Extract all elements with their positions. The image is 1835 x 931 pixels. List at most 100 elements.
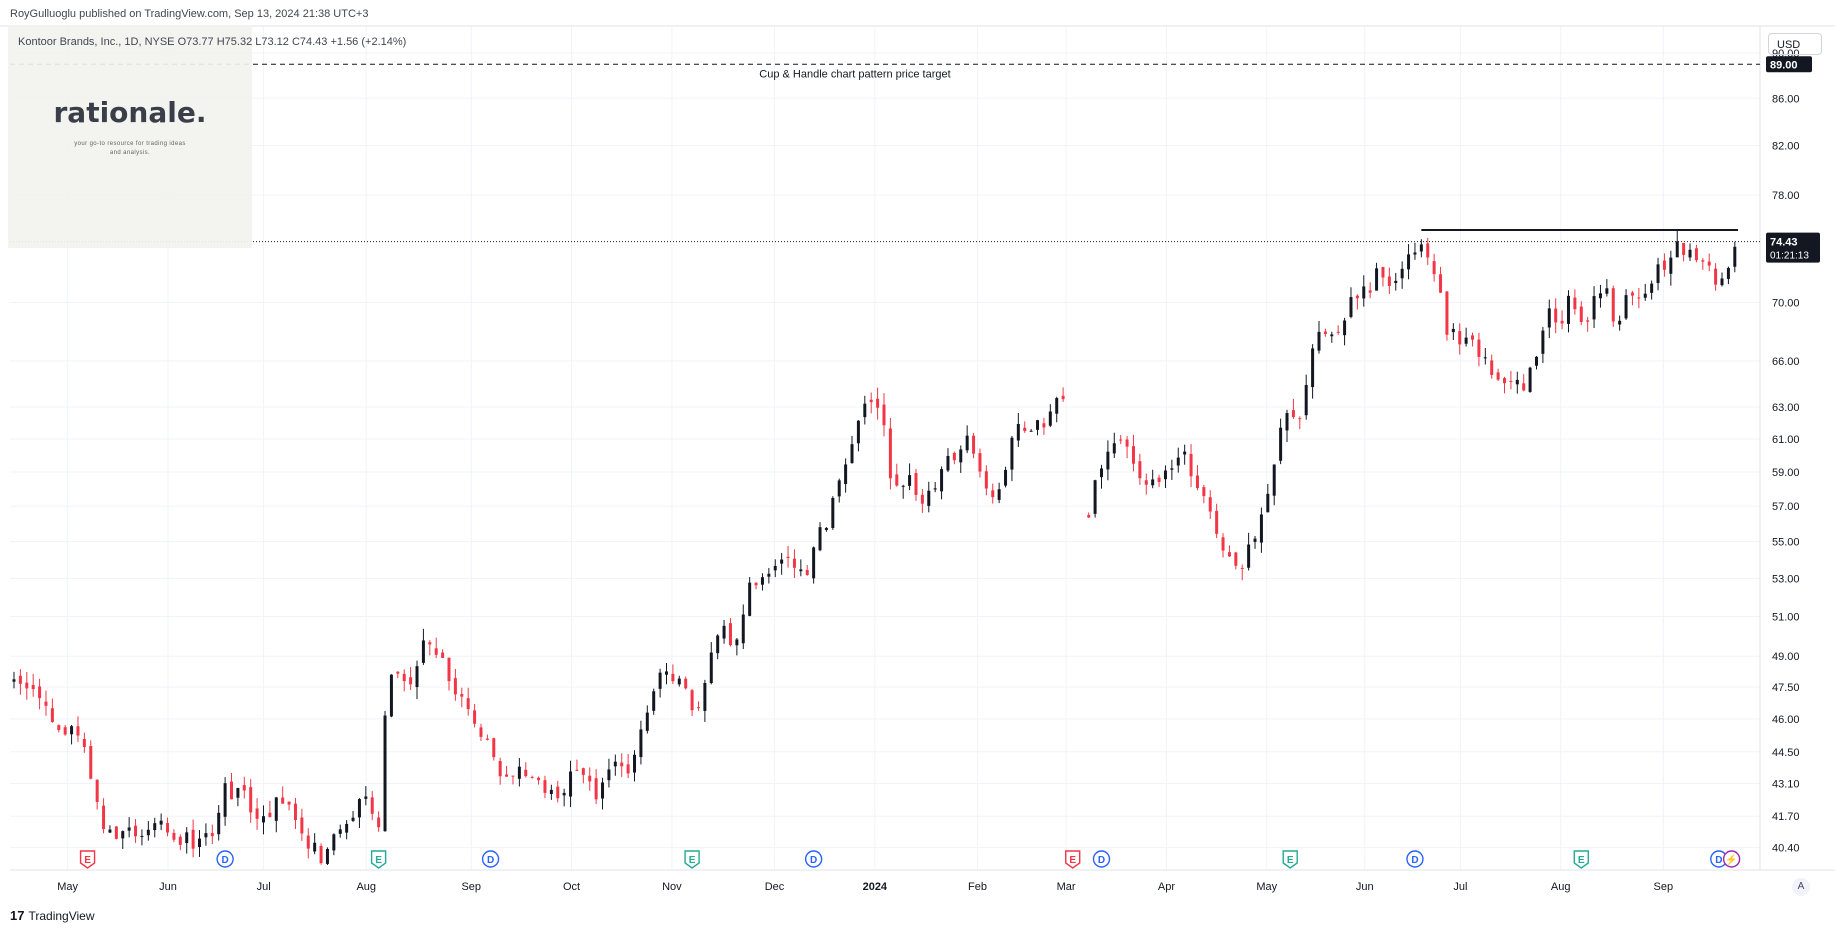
x-tick-label: Oct bbox=[563, 881, 580, 893]
candle-body bbox=[684, 678, 688, 689]
candle-body bbox=[281, 797, 285, 804]
current-price-label-text: 74.43 bbox=[1770, 237, 1798, 249]
candle-body bbox=[287, 801, 291, 805]
dividend-marker: D bbox=[216, 850, 234, 868]
candle bbox=[159, 813, 163, 831]
candle bbox=[1362, 275, 1366, 307]
tradingview-logo[interactable]: 17 TradingView bbox=[10, 908, 95, 923]
candle bbox=[1093, 479, 1097, 518]
candle-body bbox=[562, 792, 566, 796]
y-tick-label: 46.00 bbox=[1772, 714, 1800, 726]
candle-body bbox=[44, 701, 48, 706]
candle-body bbox=[1253, 538, 1257, 542]
candle-body bbox=[421, 640, 425, 663]
currency-button[interactable]: USD bbox=[1768, 33, 1822, 55]
candle bbox=[709, 642, 713, 685]
candle bbox=[818, 522, 822, 552]
candle-body bbox=[1151, 479, 1155, 486]
candle bbox=[441, 649, 445, 659]
y-tick-label: 44.50 bbox=[1772, 747, 1800, 759]
y-tick-label: 47.50 bbox=[1772, 682, 1800, 694]
candle bbox=[1573, 289, 1577, 315]
y-tick-label: 53.00 bbox=[1772, 573, 1800, 585]
candle bbox=[882, 393, 886, 437]
auto-scale-button[interactable]: A bbox=[1792, 878, 1810, 896]
candle-body bbox=[1048, 411, 1052, 426]
x-tick-label: 2024 bbox=[863, 881, 888, 893]
candle bbox=[792, 549, 796, 578]
candle-body bbox=[1272, 464, 1276, 496]
candle-body bbox=[1259, 514, 1263, 543]
candle-body bbox=[1624, 295, 1628, 319]
candle-body bbox=[594, 778, 598, 800]
candle bbox=[421, 628, 425, 665]
candle bbox=[780, 552, 784, 575]
candle-body bbox=[1426, 243, 1430, 258]
candle bbox=[760, 573, 764, 591]
candle bbox=[313, 833, 317, 855]
candle bbox=[728, 618, 732, 647]
candle-body bbox=[1144, 480, 1148, 485]
candle bbox=[31, 673, 35, 697]
candle bbox=[383, 710, 387, 832]
candle-body bbox=[863, 403, 867, 418]
candle-body bbox=[908, 475, 912, 486]
candle-body bbox=[991, 490, 995, 498]
candle bbox=[1733, 241, 1737, 273]
candle-body bbox=[1694, 248, 1698, 261]
candle bbox=[1157, 474, 1161, 488]
candle bbox=[1490, 354, 1494, 379]
candle-body bbox=[1355, 295, 1359, 299]
candle bbox=[473, 703, 477, 728]
candle-body bbox=[773, 566, 777, 571]
candle-body bbox=[434, 648, 438, 655]
candle bbox=[236, 787, 240, 807]
candle bbox=[1701, 258, 1705, 270]
candle bbox=[217, 805, 221, 841]
y-tick-label: 40.40 bbox=[1772, 843, 1800, 855]
x-tick-label: Jun bbox=[1356, 881, 1374, 893]
candle-body bbox=[1131, 446, 1135, 464]
candle-body bbox=[1598, 293, 1602, 299]
candle bbox=[601, 777, 605, 810]
y-tick-label: 78.00 bbox=[1772, 190, 1800, 202]
candle-body bbox=[824, 528, 828, 530]
candle bbox=[1259, 507, 1263, 553]
candle-body bbox=[690, 690, 694, 711]
candle-body bbox=[1125, 439, 1129, 447]
candle-body bbox=[428, 642, 432, 645]
candle-body bbox=[664, 671, 668, 675]
candle bbox=[537, 776, 541, 785]
candle-body bbox=[1586, 320, 1590, 322]
candle bbox=[364, 786, 368, 806]
candle bbox=[1419, 239, 1423, 258]
candle bbox=[517, 758, 521, 787]
gridlines bbox=[10, 26, 1760, 870]
candle-body bbox=[1675, 241, 1679, 258]
candle bbox=[1643, 283, 1647, 301]
x-tick-label: Sep bbox=[1654, 881, 1674, 893]
candle bbox=[1605, 279, 1609, 297]
candle-body bbox=[1099, 468, 1103, 478]
candle bbox=[338, 824, 342, 838]
candle bbox=[1240, 564, 1244, 581]
candle bbox=[409, 667, 413, 690]
candle-body bbox=[895, 474, 899, 486]
candle-body bbox=[223, 783, 227, 817]
candle bbox=[1368, 282, 1372, 299]
candle-body bbox=[882, 404, 886, 426]
candle bbox=[652, 688, 656, 715]
candle-body bbox=[76, 726, 80, 736]
symbol-ohlc-legend: Kontoor Brands, Inc., 1D, NYSE O73.77 H7… bbox=[18, 36, 407, 48]
candle bbox=[703, 679, 707, 722]
candle bbox=[1279, 418, 1283, 465]
candle bbox=[876, 387, 880, 420]
candle-body bbox=[236, 787, 240, 798]
current-price-axis-label: 74.43 01:21:13 bbox=[1766, 232, 1820, 263]
x-tick-label: Sep bbox=[461, 881, 481, 893]
candle-body bbox=[722, 625, 726, 639]
candle bbox=[319, 843, 323, 865]
candle bbox=[1586, 316, 1590, 332]
candle bbox=[1253, 535, 1257, 549]
